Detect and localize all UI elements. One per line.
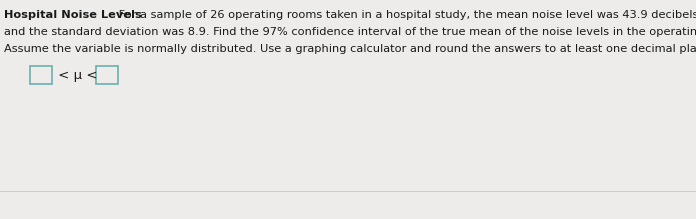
- Text: Assume the variable is normally distributed. Use a graphing calculator and round: Assume the variable is normally distribu…: [4, 44, 696, 54]
- Text: < μ <: < μ <: [54, 69, 102, 81]
- Text: and the standard deviation was 8.9. Find the 97% confidence interval of the true: and the standard deviation was 8.9. Find…: [4, 27, 696, 37]
- FancyBboxPatch shape: [96, 66, 118, 84]
- FancyBboxPatch shape: [30, 66, 52, 84]
- Text: Hospital Noise Levels: Hospital Noise Levels: [4, 10, 142, 20]
- Text: For a sample of 26 operating rooms taken in a hospital study, the mean noise lev: For a sample of 26 operating rooms taken…: [116, 10, 696, 20]
